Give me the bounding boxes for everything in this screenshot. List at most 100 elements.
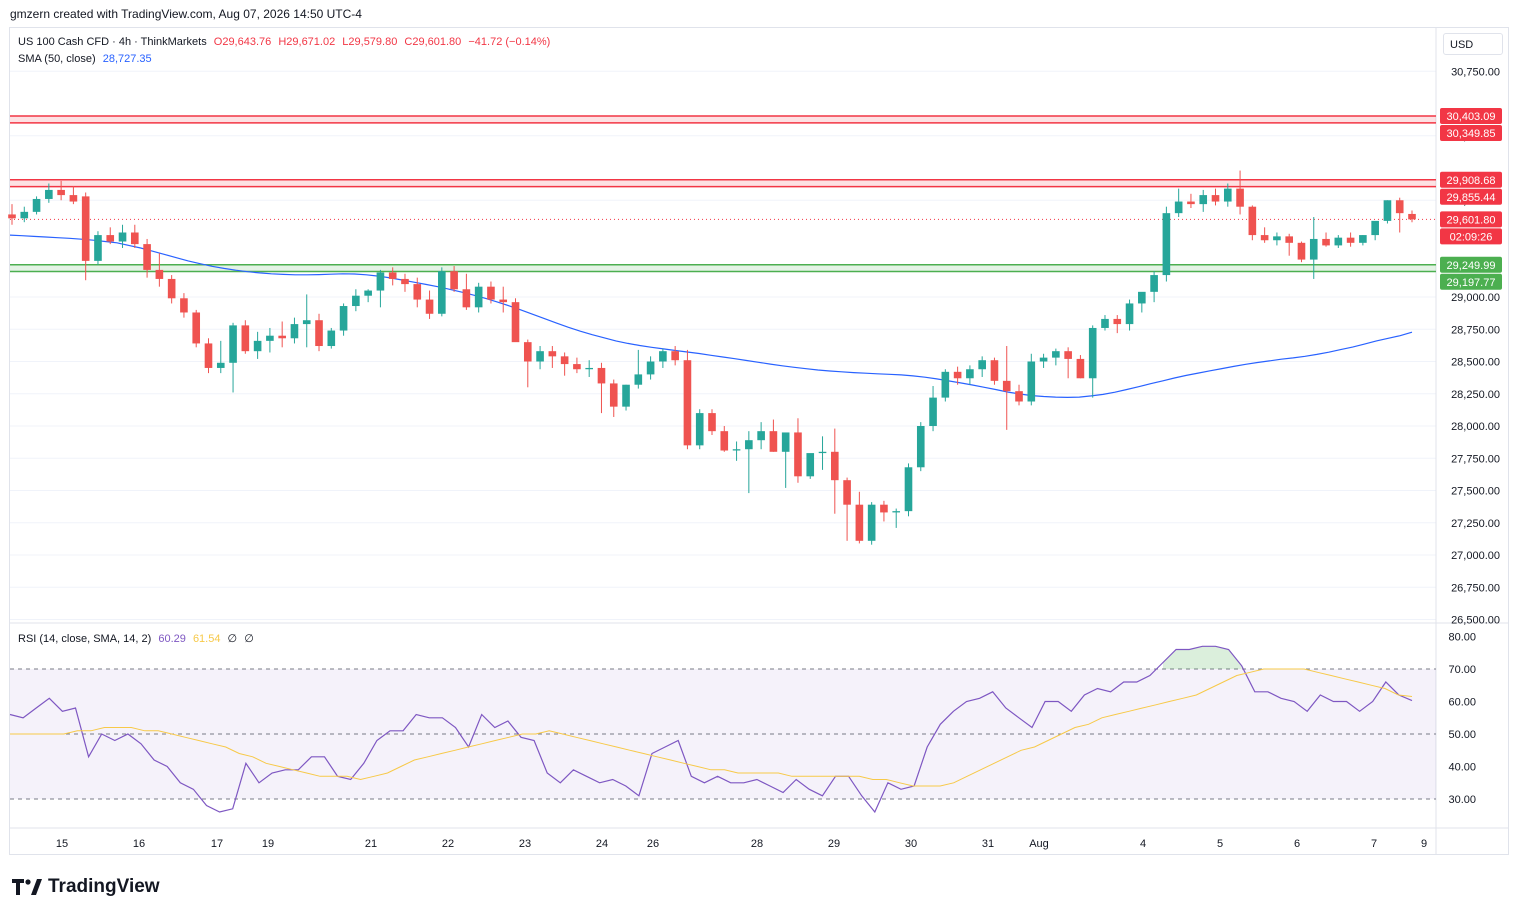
candle [1211,188,1220,206]
candle-body [253,340,262,352]
candle-body [781,432,790,452]
candle-body [118,232,127,242]
price-label-last: 29,601.80 [1440,211,1502,228]
zone-support-2 [10,264,1436,272]
chart-header-credit: gmzern created with TradingView.com, Aug… [10,7,362,21]
candle-body [1162,213,1171,276]
candle [683,349,692,450]
rsi-tick-label: 70.00 [1448,664,1476,676]
candle [892,508,901,528]
candle-body [290,324,299,339]
candle-body [573,364,581,370]
rsi-layer [9,645,1436,814]
price-label-text: 30,403.09 [1447,111,1496,123]
candle [192,309,201,348]
candle [781,432,790,488]
candle [278,321,286,348]
candle [131,224,139,248]
price-tick-label: 30,750.00 [1451,66,1500,78]
candle [1236,170,1244,215]
candle-body [683,360,692,446]
candle-body [1260,235,1269,241]
candle-body [1408,213,1416,220]
rsi-extra-2: ∅ [244,633,254,645]
candle [1359,235,1367,246]
candle-body [609,383,618,407]
candle-body [1076,358,1085,379]
candle [597,362,606,414]
candle [1187,193,1195,208]
candle-body [1027,361,1036,402]
candle [548,346,557,368]
price-label-countdown: 02:09:26 [1440,228,1502,245]
time-tick-label: 6 [1294,838,1300,850]
candle [1334,235,1343,248]
price-label-bg [1440,188,1502,205]
candle-body [1322,238,1330,246]
candle [1076,355,1085,379]
candle [708,409,716,436]
candle [315,313,323,352]
symbol-label[interactable]: US 100 Cash CFD · 4h · ThinkMarkets [18,36,207,48]
rsi-line [9,645,1413,814]
main-legend: US 100 Cash CFD · 4h · ThinkMarkets O29,… [18,36,554,48]
candle-body [1211,195,1220,202]
candle-body [1199,195,1208,205]
price-tick-label: 28,750.00 [1451,324,1500,336]
candle-body [659,351,667,362]
candle [867,502,876,545]
candle [8,204,16,225]
price-label-text: 30,349.85 [1447,128,1496,140]
rsi-tick-label: 80.00 [1448,632,1476,644]
candle-body [1187,201,1195,205]
candle-body [278,335,286,339]
tradingview-logo[interactable]: TradingView [12,876,160,898]
candle [904,463,913,517]
candle-body [855,504,864,541]
candle-body [708,413,716,432]
candle [953,366,962,385]
candle-body [585,367,593,370]
close-value: C29,601.80 [404,36,462,48]
candle [352,289,360,312]
candle [32,196,41,215]
high-value: H29,671.02 [278,36,336,48]
candle-body [892,511,901,513]
price-tick-label: 26,500.00 [1451,615,1500,627]
candle [1346,232,1355,247]
candle [1223,183,1232,207]
sma-legend: SMA (50, close) 28,727.35 [18,53,156,65]
candle [609,379,618,417]
candle [1260,227,1269,243]
rsi-label[interactable]: RSI (14, close, SMA, 14, 2) [18,633,152,645]
candle [450,266,458,292]
currency-selector[interactable]: USD [1443,33,1503,55]
candle [45,183,53,203]
candle [1138,291,1146,313]
candle-body [376,272,385,291]
candle [1088,325,1097,398]
candle [916,422,925,472]
candle [143,238,151,278]
candle-body [204,343,213,368]
candle-body [929,397,937,426]
candle-body [192,312,201,344]
price-tick-label: 27,500.00 [1451,486,1500,498]
sma-label[interactable]: SMA (50, close) [18,53,96,65]
candle [401,273,409,292]
candle-body [1039,357,1048,362]
candle [499,286,508,313]
candle [1113,315,1122,334]
candle-body [978,360,986,370]
change-value: −41.72 (−0.14%) [468,36,551,48]
zone-resistance-1 [10,179,1436,187]
price-tick-label: 27,750.00 [1451,453,1500,465]
price-label-text: 29,601.80 [1447,214,1496,226]
candle [990,357,999,385]
candle [413,277,422,308]
candle-body [302,320,311,325]
price-tick-label: 27,000.00 [1451,550,1500,562]
candle [1150,271,1158,303]
tradingview-brand: TradingView [48,876,160,897]
